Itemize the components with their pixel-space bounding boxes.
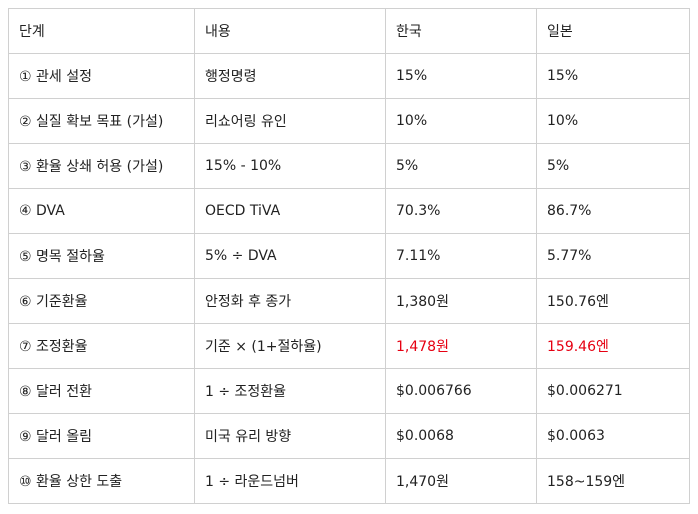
- korea-cell: 10%: [385, 98, 537, 144]
- korea-cell: 1,380원: [385, 278, 537, 324]
- japan-cell: $0.006271: [536, 368, 690, 414]
- step-cell: ⑧ 달러 전환: [8, 368, 195, 414]
- step-cell: ⑩ 환율 상한 도출: [8, 458, 195, 504]
- step-cell: ③ 환율 상쇄 허용 (가설): [8, 143, 195, 189]
- content-cell: 행정명령: [194, 53, 386, 99]
- japan-cell: 15%: [536, 53, 690, 99]
- table-body: ① 관세 설정 행정명령 15% 15% ② 실질 확보 목표 (가설) 리쇼어…: [8, 53, 690, 504]
- table-row: ⑧ 달러 전환 1 ÷ 조정환율 $0.006766 $0.006271: [8, 368, 690, 414]
- step-cell: ⑦ 조정환율: [8, 323, 195, 369]
- exchange-rate-steps-table: 단계 내용 한국 일본 ① 관세 설정 행정명령 15% 15% ② 실질 확보…: [8, 8, 690, 504]
- japan-cell: 10%: [536, 98, 690, 144]
- content-cell: 안정화 후 종가: [194, 278, 386, 324]
- japan-cell: 86.7%: [536, 188, 690, 234]
- japan-cell: 158~159엔: [536, 458, 690, 504]
- table-row: ⑦ 조정환율 기준 × (1+절하율) 1,478원 159.46엔: [8, 323, 690, 369]
- content-cell: OECD TiVA: [194, 188, 386, 234]
- header-japan: 일본: [536, 8, 690, 54]
- header-row: 단계 내용 한국 일본: [8, 8, 690, 54]
- content-cell: 1 ÷ 라운드넘버: [194, 458, 386, 504]
- korea-cell: 5%: [385, 143, 537, 189]
- table-row: ⑥ 기준환율 안정화 후 종가 1,380원 150.76엔: [8, 278, 690, 324]
- step-cell: ② 실질 확보 목표 (가설): [8, 98, 195, 144]
- japan-cell: $0.0063: [536, 413, 690, 459]
- table-row: ④ DVA OECD TiVA 70.3% 86.7%: [8, 188, 690, 234]
- table-row: ⑩ 환율 상한 도출 1 ÷ 라운드넘버 1,470원 158~159엔: [8, 458, 690, 504]
- korea-cell: $0.0068: [385, 413, 537, 459]
- content-cell: 리쇼어링 유인: [194, 98, 386, 144]
- korea-cell-highlighted: 1,478원: [385, 323, 537, 369]
- korea-cell: $0.006766: [385, 368, 537, 414]
- table-row: ③ 환율 상쇄 허용 (가설) 15% - 10% 5% 5%: [8, 143, 690, 189]
- header-korea: 한국: [385, 8, 537, 54]
- step-cell: ④ DVA: [8, 188, 195, 234]
- table-header: 단계 내용 한국 일본: [8, 8, 690, 54]
- japan-cell: 150.76엔: [536, 278, 690, 324]
- table-row: ② 실질 확보 목표 (가설) 리쇼어링 유인 10% 10%: [8, 98, 690, 144]
- content-cell: 미국 유리 방향: [194, 413, 386, 459]
- header-step: 단계: [8, 8, 195, 54]
- content-cell: 1 ÷ 조정환율: [194, 368, 386, 414]
- korea-cell: 70.3%: [385, 188, 537, 234]
- korea-cell: 15%: [385, 53, 537, 99]
- step-cell: ① 관세 설정: [8, 53, 195, 99]
- table-row: ⑨ 달러 올림 미국 유리 방향 $0.0068 $0.0063: [8, 413, 690, 459]
- table-row: ① 관세 설정 행정명령 15% 15%: [8, 53, 690, 99]
- korea-cell: 1,470원: [385, 458, 537, 504]
- content-cell: 5% ÷ DVA: [194, 233, 386, 279]
- content-cell: 15% - 10%: [194, 143, 386, 189]
- japan-cell: 5%: [536, 143, 690, 189]
- table-container: 단계 내용 한국 일본 ① 관세 설정 행정명령 15% 15% ② 실질 확보…: [8, 8, 690, 504]
- header-content: 내용: [194, 8, 386, 54]
- step-cell: ⑨ 달러 올림: [8, 413, 195, 459]
- step-cell: ⑥ 기준환율: [8, 278, 195, 324]
- korea-cell: 7.11%: [385, 233, 537, 279]
- content-cell: 기준 × (1+절하율): [194, 323, 386, 369]
- table-row: ⑤ 명목 절하율 5% ÷ DVA 7.11% 5.77%: [8, 233, 690, 279]
- japan-cell-highlighted: 159.46엔: [536, 323, 690, 369]
- japan-cell: 5.77%: [536, 233, 690, 279]
- step-cell: ⑤ 명목 절하율: [8, 233, 195, 279]
